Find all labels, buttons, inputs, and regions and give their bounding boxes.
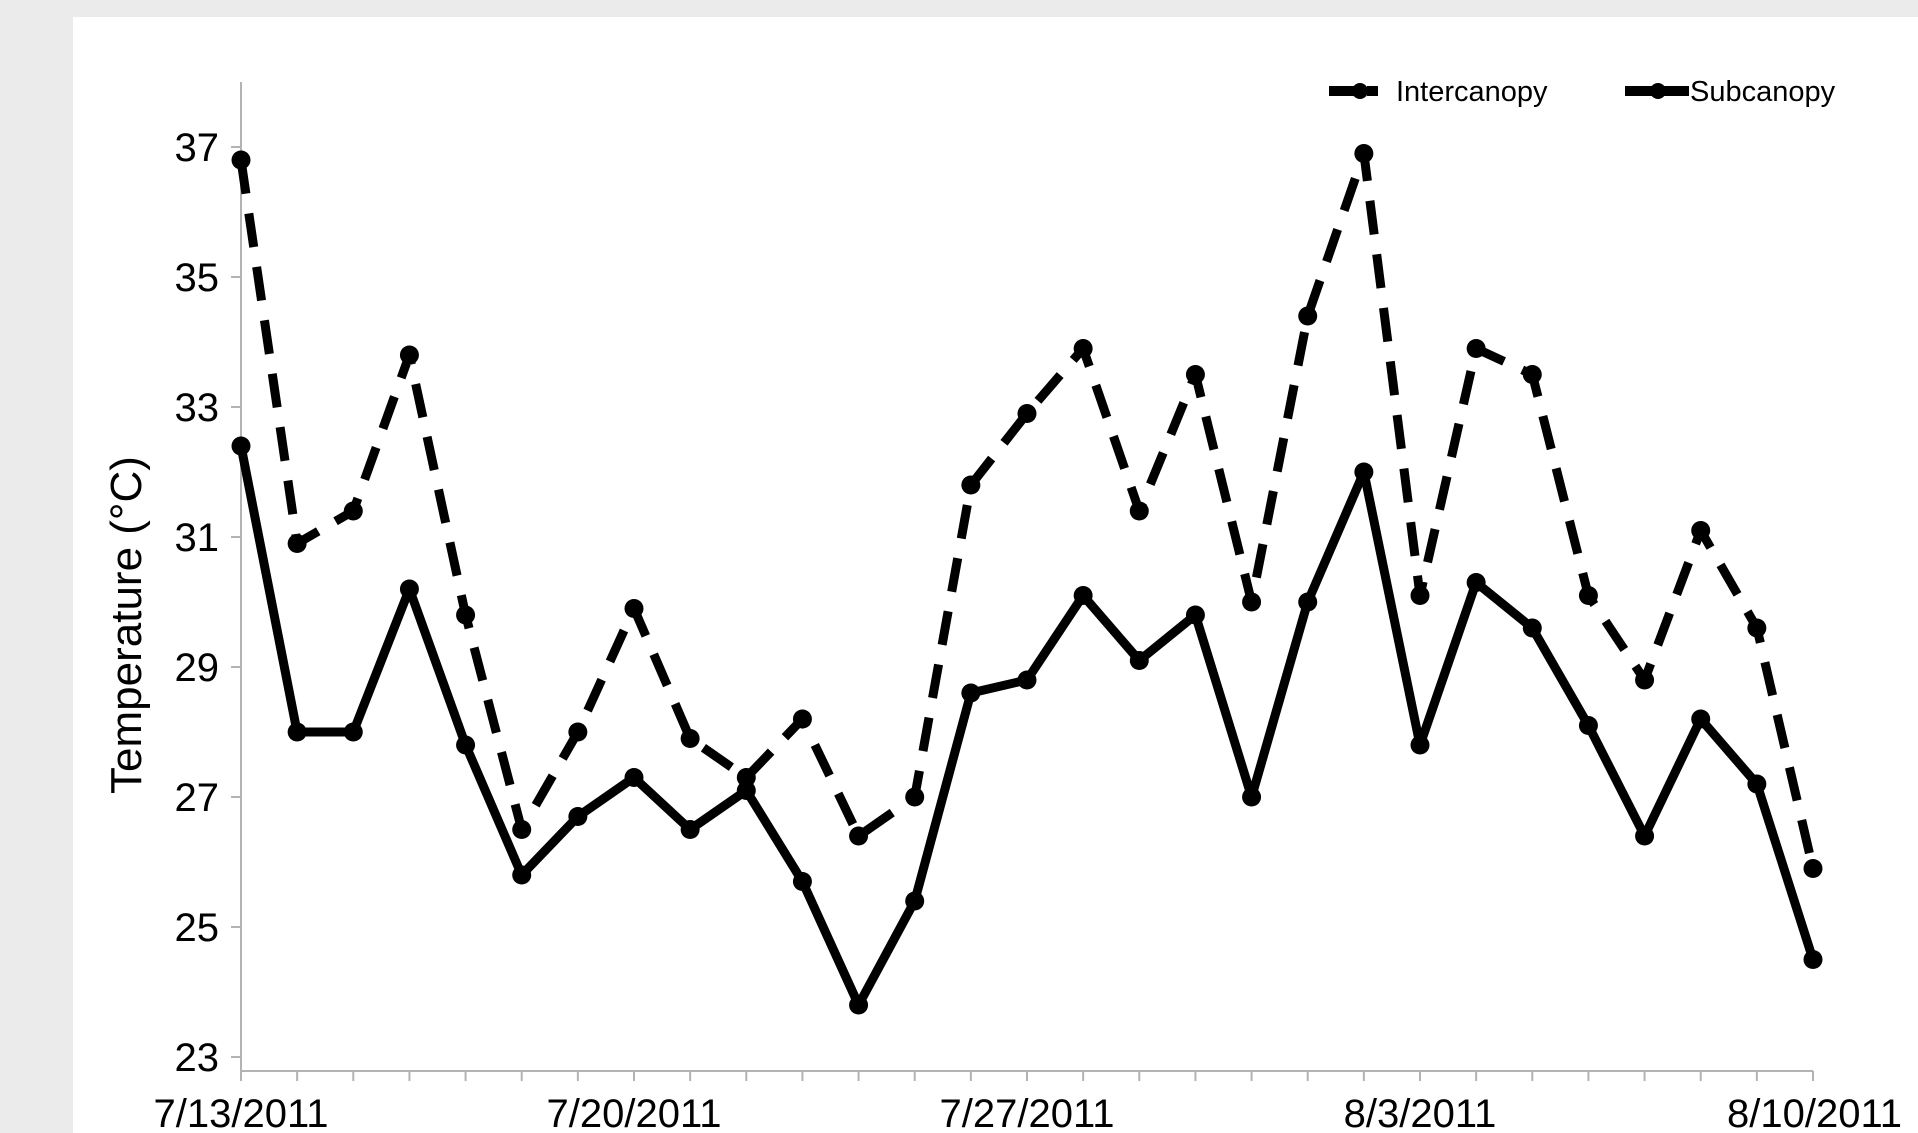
data-point-subcanopy xyxy=(1410,735,1430,755)
y-tick-label: 27 xyxy=(175,776,220,820)
data-point-intercanopy xyxy=(736,768,756,787)
data-point-subcanopy xyxy=(1522,618,1542,638)
data-point-intercanopy xyxy=(792,709,812,729)
legend-item-subcanopy: Subcanopy xyxy=(1625,76,1836,108)
data-point-subcanopy xyxy=(1691,709,1711,729)
legend-marker-subcanopy xyxy=(1650,83,1666,99)
data-point-intercanopy xyxy=(1017,404,1037,423)
data-point-subcanopy xyxy=(1017,670,1037,690)
data-point-subcanopy xyxy=(1242,787,1262,807)
data-point-subcanopy xyxy=(1073,586,1093,605)
data-point-intercanopy xyxy=(1578,586,1598,605)
temperature-line-chart: 23 25 27 29 31 33 35 37 7/13/2011 7/20/2011 7/27/2… xyxy=(102,76,1902,1133)
data-point-intercanopy xyxy=(1522,365,1542,384)
data-point-intercanopy xyxy=(1129,501,1149,521)
data-point-subcanopy xyxy=(343,722,363,742)
chart-panel: 23 25 27 29 31 33 35 37 7/13/2011 7/20/2011 7/27/2… xyxy=(73,17,1918,1133)
data-point-intercanopy xyxy=(905,787,925,807)
data-point-intercanopy xyxy=(680,729,700,748)
data-point-intercanopy xyxy=(1185,365,1205,384)
data-point-subcanopy xyxy=(1578,716,1598,735)
data-point-subcanopy xyxy=(287,722,307,742)
x-tick-label: 8/10/2011 xyxy=(1727,1092,1902,1133)
y-tick-label: 31 xyxy=(175,516,220,560)
data-point-intercanopy xyxy=(512,820,532,839)
data-point-subcanopy xyxy=(1747,774,1767,794)
y-tick-label: 35 xyxy=(175,256,220,300)
data-point-intercanopy xyxy=(343,501,363,521)
data-point-subcanopy xyxy=(1354,462,1374,482)
x-tick-label: 7/13/2011 xyxy=(154,1092,329,1133)
data-point-subcanopy xyxy=(456,735,476,755)
data-point-subcanopy xyxy=(399,579,419,599)
legend: Intercanopy Subcanopy xyxy=(1329,76,1836,108)
legend-label-subcanopy: Subcanopy xyxy=(1690,76,1836,108)
data-point-intercanopy xyxy=(849,826,869,846)
data-point-subcanopy xyxy=(231,436,251,456)
data-point-intercanopy xyxy=(1466,339,1486,358)
data-point-subcanopy xyxy=(1185,605,1205,625)
data-point-intercanopy xyxy=(1073,339,1093,358)
data-point-subcanopy xyxy=(792,872,812,891)
data-point-subcanopy xyxy=(1466,573,1486,592)
data-point-intercanopy xyxy=(399,345,419,365)
y-tick-label: 25 xyxy=(175,906,220,950)
tick-labels: 23 25 27 29 31 33 35 37 7/13/2011 7/20/2011 7/27/2… xyxy=(154,126,1902,1133)
data-point-intercanopy xyxy=(1410,586,1430,605)
series-line-subcanopy xyxy=(236,445,1818,1010)
series-line-intercanopy xyxy=(236,149,1818,870)
data-point-subcanopy xyxy=(624,768,644,787)
data-point-subcanopy xyxy=(961,683,981,703)
legend-marker-intercanopy xyxy=(1352,83,1368,99)
x-tick-label: 7/27/2011 xyxy=(940,1092,1115,1133)
legend-label-intercanopy: Intercanopy xyxy=(1396,76,1548,108)
y-tick-label: 23 xyxy=(175,1036,220,1080)
series-subcanopy xyxy=(231,436,1823,1015)
series-layer xyxy=(231,144,1823,1015)
data-point-subcanopy xyxy=(1635,826,1655,846)
data-point-subcanopy xyxy=(849,995,869,1015)
data-point-intercanopy xyxy=(456,605,476,625)
y-tick-label: 37 xyxy=(175,126,220,170)
axes xyxy=(231,82,1814,1081)
legend-item-intercanopy: Intercanopy xyxy=(1329,76,1548,108)
data-point-subcanopy xyxy=(568,807,588,826)
x-tick-label: 7/20/2011 xyxy=(547,1092,722,1133)
data-point-intercanopy xyxy=(1747,618,1767,638)
data-point-intercanopy xyxy=(1803,859,1823,878)
data-point-subcanopy xyxy=(1129,651,1149,670)
data-point-intercanopy xyxy=(1298,306,1318,326)
data-point-intercanopy xyxy=(1242,592,1262,612)
data-point-subcanopy xyxy=(680,820,700,839)
data-point-subcanopy xyxy=(905,891,925,911)
data-point-subcanopy xyxy=(1298,592,1318,612)
series-intercanopy xyxy=(231,144,1823,878)
data-point-intercanopy xyxy=(568,722,588,742)
y-axis-title: Temperature (°C) xyxy=(102,456,151,794)
data-point-subcanopy xyxy=(512,865,532,885)
data-point-subcanopy xyxy=(736,781,756,800)
data-point-intercanopy xyxy=(1635,670,1655,690)
data-point-intercanopy xyxy=(624,599,644,618)
data-point-intercanopy xyxy=(961,475,981,495)
y-tick-label: 33 xyxy=(175,386,220,430)
data-point-subcanopy xyxy=(1803,950,1823,969)
data-point-intercanopy xyxy=(1354,144,1374,163)
data-point-intercanopy xyxy=(1691,521,1711,540)
x-tick-label: 8/3/2011 xyxy=(1344,1092,1497,1133)
data-point-intercanopy xyxy=(287,534,307,553)
data-point-intercanopy xyxy=(231,150,251,170)
y-tick-label: 29 xyxy=(175,646,220,690)
